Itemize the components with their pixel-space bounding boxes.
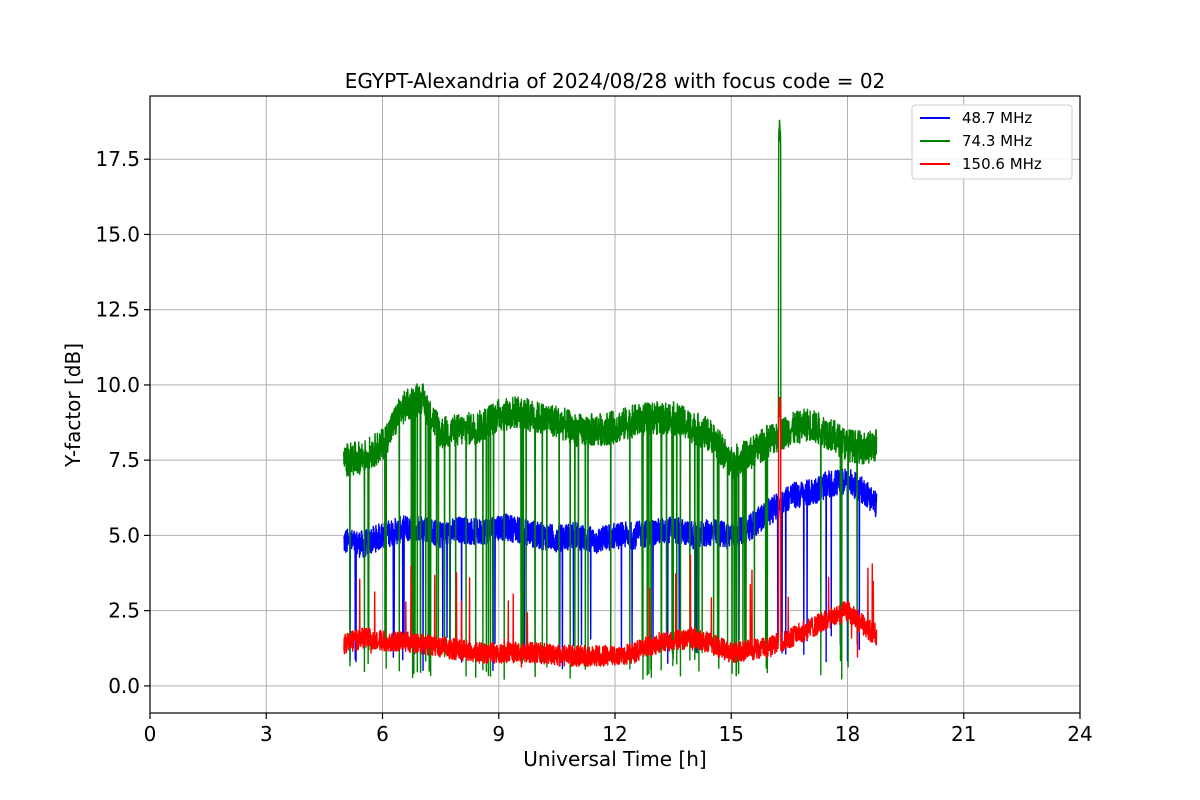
y-axis-label: Y-factor [dB] [61,343,85,468]
x-tick-label: 3 [260,722,273,746]
y-tick-label: 2.5 [108,599,140,623]
y-tick-label: 15.0 [95,222,140,246]
y-tick-label: 7.5 [108,448,140,472]
x-tick-label: 24 [1067,722,1092,746]
x-tick-label: 6 [376,722,389,746]
legend: 48.7 MHz 74.3 MHz 150.6 MHz [911,104,1073,180]
ticks: 0 3 6 9 12 15 18 21 24 0.0 2.5 5.0 7.5 10.0 12.5 15.0 17… [95,147,1092,746]
legend-label-0: 48.7 MHz [962,109,1032,127]
y-tick-label: 5.0 [108,523,140,547]
x-tick-label: 15 [719,722,744,746]
x-tick-label: 0 [144,722,157,746]
y-tick-label: 17.5 [95,147,140,171]
legend-label-1: 74.3 MHz [962,132,1032,150]
x-tick-label: 12 [602,722,627,746]
series-layer [343,119,878,680]
y-tick-label: 0.0 [108,674,140,698]
x-tick-label: 18 [835,722,860,746]
x-tick-label: 21 [951,722,976,746]
legend-box [911,104,1073,180]
x-axis-label: Universal Time [h] [523,747,706,771]
legend-label-2: 150.6 MHz [962,155,1042,173]
chart-title: EGYPT-Alexandria of 2024/08/28 with focu… [345,69,886,93]
y-tick-label: 12.5 [95,298,140,322]
series-line-1 [343,119,878,680]
series-line-2 [343,396,878,668]
x-tick-label: 9 [492,722,505,746]
y-tick-label: 10.0 [95,373,140,397]
